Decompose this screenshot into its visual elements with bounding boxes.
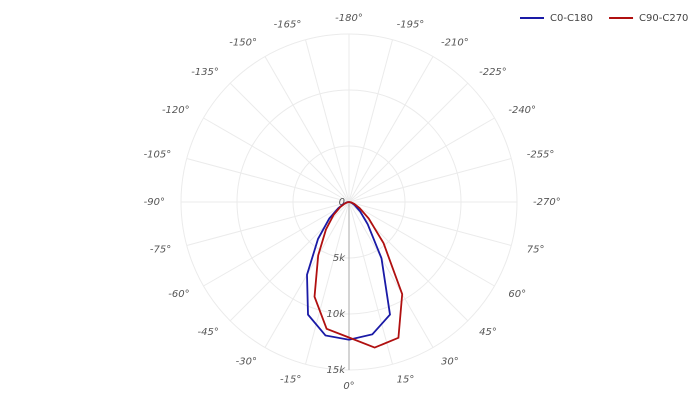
angular-tick-label: -150° [229, 38, 257, 49]
angular-tick-label: -90° [144, 197, 165, 208]
angular-grid-line [186, 201, 350, 246]
angular-grid-line [348, 201, 512, 246]
angular-grid-line [348, 56, 434, 203]
angular-grid-line [348, 201, 495, 287]
series-line [306, 201, 391, 341]
angular-tick-label: -270° [533, 197, 561, 208]
radial-tick-label: 15k [326, 365, 346, 376]
angular-tick-label: -180° [335, 13, 363, 24]
angular-grid-line [305, 39, 350, 203]
angular-grid-line [203, 117, 350, 203]
angular-tick-label: -240° [508, 105, 536, 116]
angular-tick-label: -45° [198, 327, 219, 338]
angular-tick-label: 15° [397, 375, 415, 386]
angular-grid-line [203, 201, 350, 287]
angular-tick-label: -15° [280, 375, 301, 386]
angular-tick-label: -105° [144, 149, 172, 160]
angular-tick-label: -75° [150, 245, 171, 256]
angular-tick-label: -60° [168, 289, 189, 300]
angular-grid-line [348, 201, 393, 365]
angular-tick-label: -165° [274, 19, 302, 30]
angular-grid-line [348, 158, 512, 203]
radial-tick-label: 5k [333, 253, 346, 264]
angular-tick-label: -210° [441, 38, 469, 49]
angular-grid-line [348, 39, 393, 203]
angular-tick-label: 75° [527, 245, 545, 256]
radial-tick-label: 0 [339, 197, 345, 208]
radial-tick-label: 10k [326, 309, 346, 320]
angular-grid-line [186, 158, 350, 203]
angular-tick-label: -225° [479, 67, 507, 78]
angular-grid-line [348, 201, 434, 348]
angular-tick-label: -135° [191, 67, 219, 78]
legend-item: C0-C180 [520, 13, 593, 24]
angular-tick-label: 60° [508, 289, 526, 300]
series-line [313, 201, 404, 349]
legend-item: C90-C270 [609, 13, 688, 24]
legend-label: C0-C180 [550, 13, 593, 24]
angular-tick-label: -120° [162, 105, 190, 116]
legend-label: C90-C270 [639, 13, 688, 24]
angular-tick-label: -30° [236, 356, 257, 367]
angular-grid-line [264, 56, 350, 203]
angular-grid-line [305, 201, 350, 365]
angular-grid-line [348, 117, 495, 203]
angular-tick-label: -255° [527, 149, 555, 160]
angular-grid-line [229, 82, 350, 203]
angular-tick-label: 30° [441, 356, 459, 367]
angular-grid-line [348, 82, 469, 203]
angular-grid-line [348, 201, 469, 322]
angular-tick-label: -195° [397, 19, 425, 30]
angular-tick-label: 0° [343, 381, 354, 392]
angular-tick-label: 45° [479, 327, 497, 338]
